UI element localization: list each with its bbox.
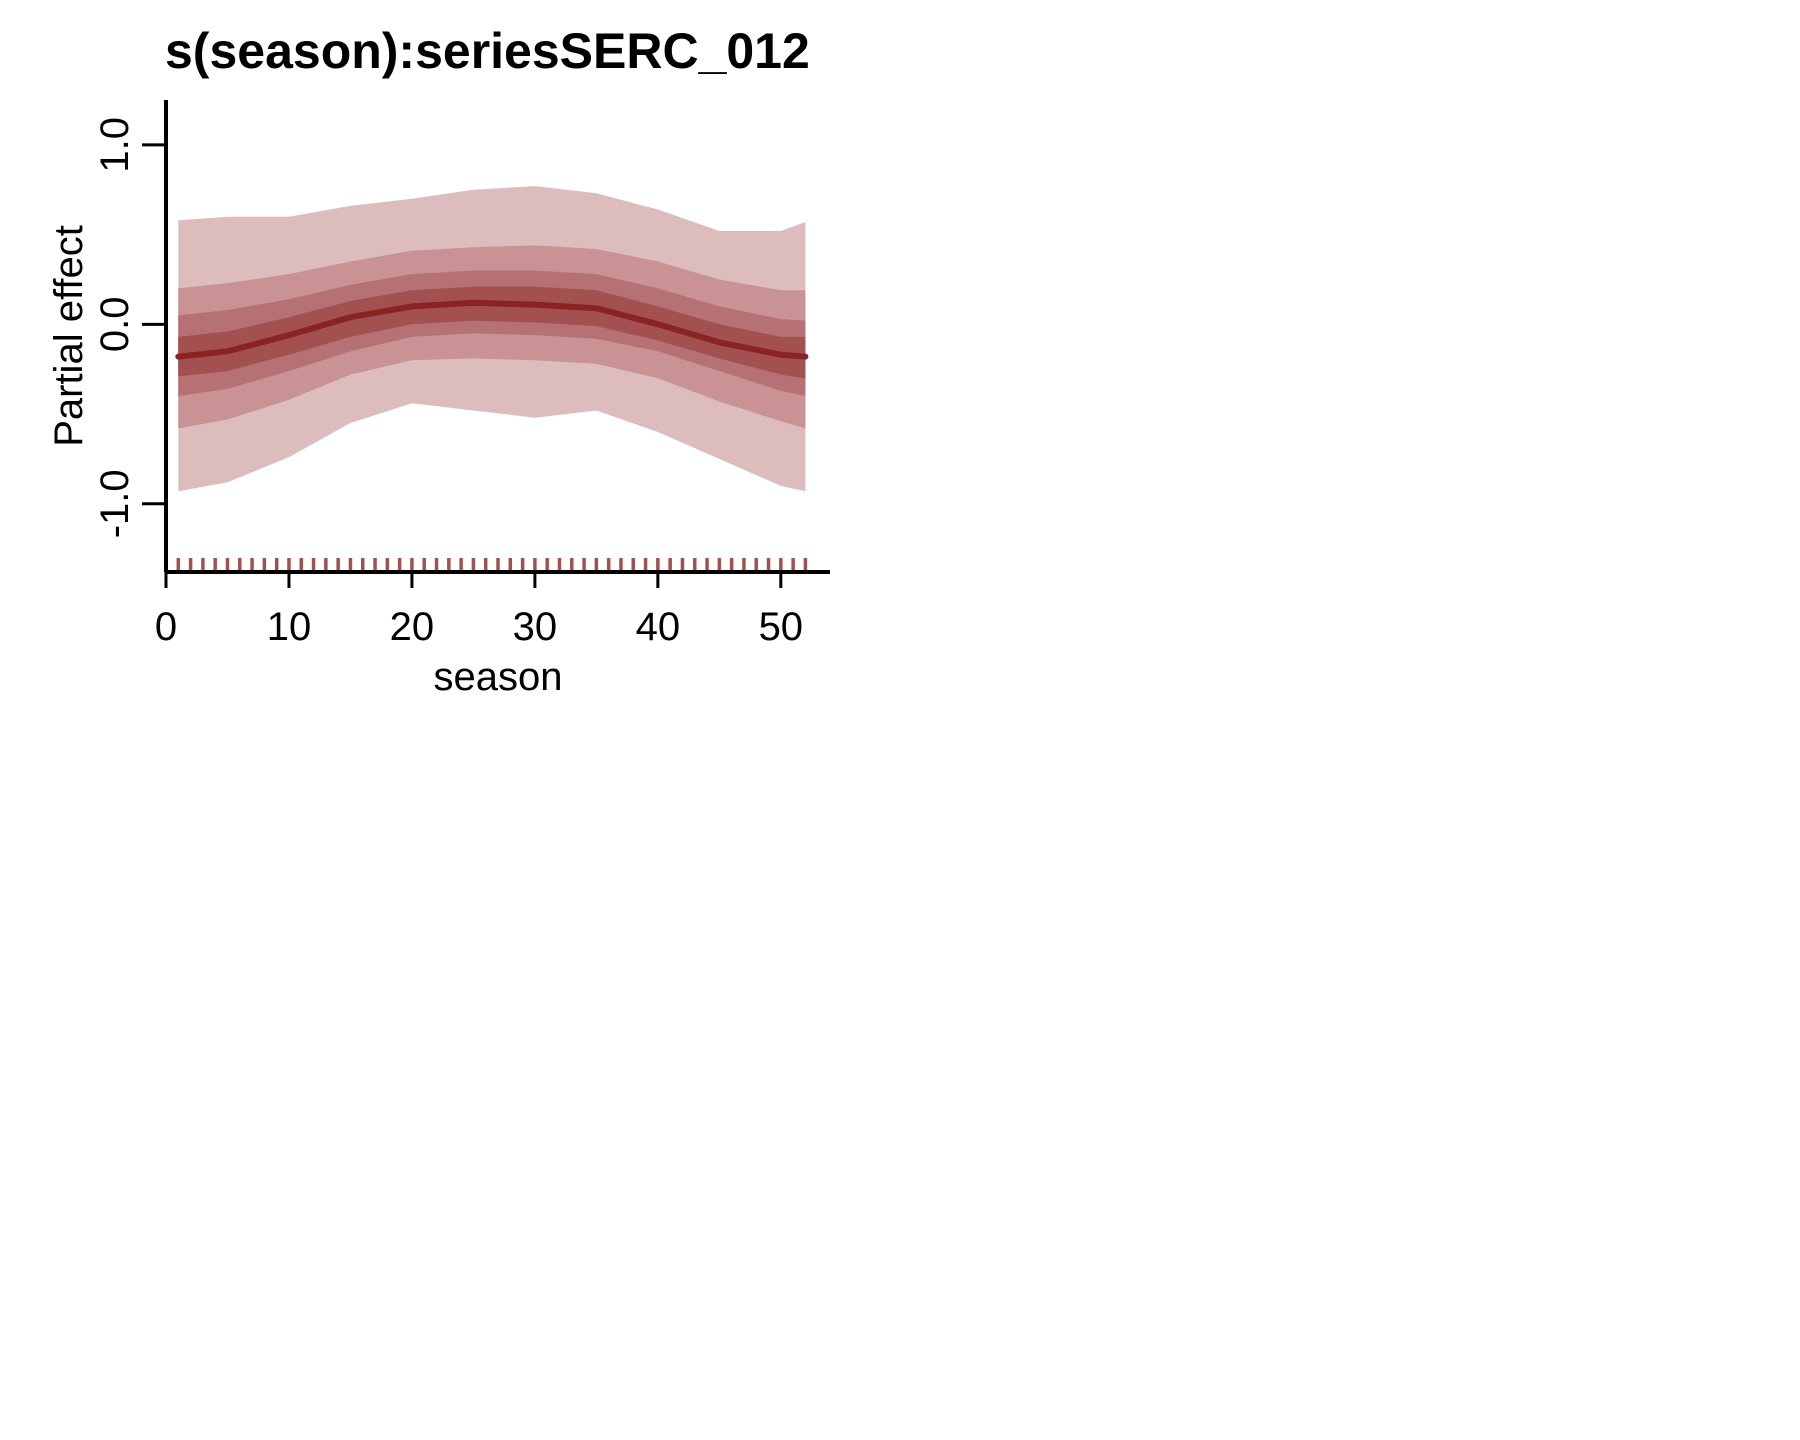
chart-title: s(season):seriesSERC_012 (165, 23, 810, 79)
band-3 (178, 270, 806, 397)
axes (164, 100, 830, 574)
x-axis-label: season (434, 655, 563, 699)
y-ticks: -1.0 0.0 1.0 (93, 117, 166, 538)
y-tick-label: 1.0 (93, 117, 137, 173)
x-tick-label: 40 (636, 605, 681, 649)
x-tick-label: 30 (513, 605, 558, 649)
y-tick-label: 0.0 (93, 297, 137, 353)
x-tick-label: 0 (155, 605, 177, 649)
x-tick-label: 50 (759, 605, 804, 649)
x-ticks: 0 10 20 30 40 50 (155, 572, 803, 649)
credible-bands (178, 186, 806, 492)
band-inner (178, 286, 806, 379)
rug-marks (176, 558, 808, 572)
y-tick-label: -1.0 (93, 469, 137, 538)
median-layer (175, 299, 809, 360)
x-tick-label: 10 (267, 605, 312, 649)
median-line (175, 299, 809, 360)
x-tick-label: 20 (390, 605, 435, 649)
y-axis-label: Partial effect (47, 225, 91, 447)
